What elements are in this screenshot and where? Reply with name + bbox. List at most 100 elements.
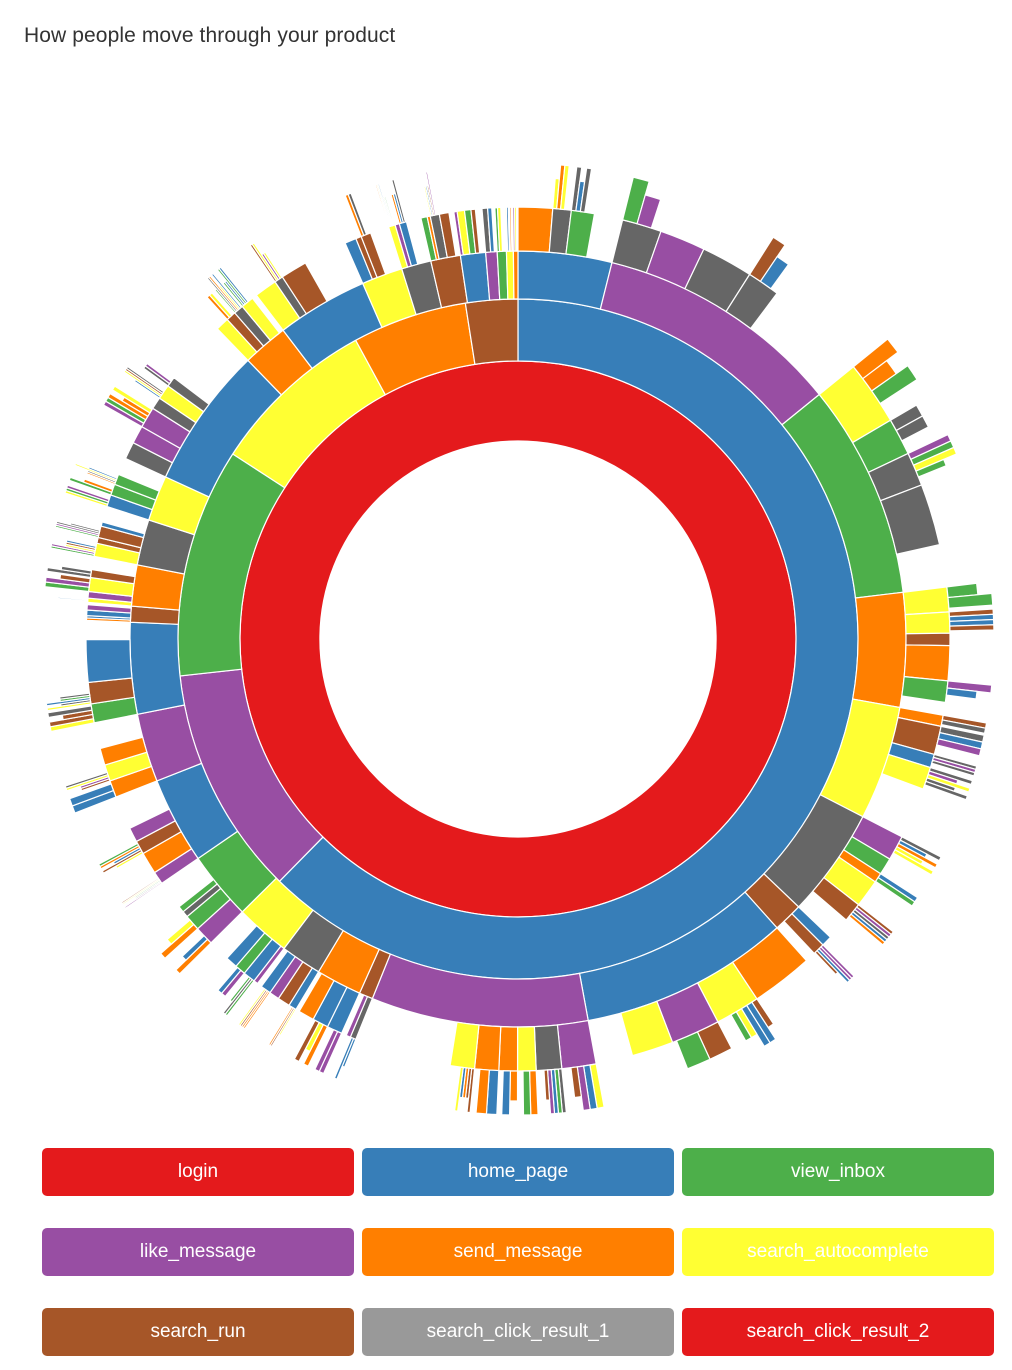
sunburst-arc-level5[interactable] [65,484,110,503]
sunburst-arc-level5[interactable] [570,1066,583,1099]
legend-item-view-inbox[interactable]: view_inbox [682,1148,994,1196]
sunburst-arc-level5[interactable] [237,987,267,1027]
sunburst-arc-level5[interactable] [144,362,173,385]
sunburst-arc-level5[interactable] [59,573,91,584]
sunburst-arc-level5[interactable] [947,592,994,609]
sunburst-arc-level5[interactable] [475,1068,490,1115]
sunburst-arc-level5[interactable] [675,1031,711,1070]
sunburst-arc-level4[interactable] [226,924,266,968]
sunburst-arc-level5[interactable] [125,365,165,395]
sunburst-arc-level4[interactable] [515,206,518,252]
sunburst-arc-level5[interactable] [314,1028,339,1073]
legend-item-send-message[interactable]: send_message [362,1228,674,1276]
sunburst-arc-level5[interactable] [895,415,930,442]
sunburst-arc-level5[interactable] [730,1010,753,1042]
sunburst-arc-level5[interactable] [60,565,93,575]
sunburst-arc-level5[interactable] [181,934,209,962]
sunburst-arc-level4[interactable] [128,808,177,843]
sunburst-arc-level5[interactable] [494,176,498,209]
sunburst-arc-level5[interactable] [509,176,512,208]
sunburst-arc-level3-send-message[interactable] [851,591,907,709]
sunburst-arc-level5[interactable] [82,478,114,493]
sunburst-arc-level5[interactable] [848,913,886,946]
sunburst-arc-level5[interactable] [346,208,361,239]
sunburst-arc-level5[interactable] [58,511,103,525]
legend-item-search-click-result-1[interactable]: search_click_result_1 [362,1308,674,1356]
sunburst-arc-level5[interactable] [47,705,93,719]
sunburst-arc-level5[interactable] [949,624,995,632]
sunburst-arc-level5[interactable] [759,255,790,290]
sunburst-arc-level4[interactable] [620,1000,674,1057]
sunburst-arc-level4[interactable] [99,736,148,766]
sunburst-arc-level5[interactable] [514,176,517,208]
sunburst-arc-level2-search-run[interactable] [464,298,519,366]
sunburst-arc-level4[interactable] [486,207,496,253]
sunburst-arc-level5[interactable] [229,975,252,1003]
sunburst-arc-level5[interactable] [65,539,97,550]
legend-item-like-message[interactable]: like_message [42,1228,354,1276]
sunburst-arc-level4[interactable] [903,644,951,682]
sunburst-arc-level5[interactable] [58,692,91,700]
sunburst-arc-level5[interactable] [293,1019,320,1063]
sunburst-arc-level4[interactable] [901,675,949,704]
sunburst-arc-level4[interactable] [345,994,369,1038]
sunburst-arc-level5[interactable] [74,462,118,483]
sunburst-arc-level5[interactable] [915,458,948,478]
sunburst-arc-level5[interactable] [267,1006,294,1047]
sunburst-arc-level5[interactable] [453,1066,464,1112]
sunburst-arc-level5[interactable] [64,771,109,790]
sunburst-arc-level4[interactable] [178,878,218,913]
sunburst-arc-level5[interactable] [945,687,978,700]
sunburst-arc-level4[interactable] [516,1026,537,1072]
sunburst-arc-level4[interactable] [498,1025,519,1072]
sunburst-arc-level5[interactable] [509,1070,519,1102]
legend-item-login[interactable]: login [42,1148,354,1196]
sunburst-arc-level5[interactable] [940,719,987,735]
sunburst-arc-level1-login[interactable] [239,360,797,918]
sunburst-arc-level5[interactable] [501,1070,511,1116]
sunburst-arc-level5[interactable] [425,171,437,216]
sunburst-arc-level5[interactable] [111,385,153,414]
sunburst-arc-level4[interactable] [902,586,950,616]
sunburst-arc-level5[interactable] [522,1070,532,1116]
sunburst-arc-level4[interactable] [904,611,951,635]
sunburst-arc-level4[interactable] [298,972,335,1021]
sunburst-arc-level4[interactable] [879,484,941,555]
sunburst-arc-level4[interactable] [438,211,457,259]
sunburst-arc-level5[interactable] [41,616,88,620]
sunburst-arc-level5[interactable] [159,911,186,934]
sunburst-arc-level5[interactable] [174,938,212,975]
sunburst-arc-level5[interactable] [218,266,250,304]
sunburst-arc-level5[interactable] [210,272,243,310]
sunburst-arc-level4[interactable] [905,632,951,647]
sunburst-arc-level4[interactable] [281,262,328,315]
sunburst-arc-level4[interactable] [533,1024,563,1072]
legend-item-search-click-result-2[interactable]: search_click_result_2 [682,1308,994,1356]
sunburst-arc-level3-search-autocomplete[interactable] [505,250,515,300]
sunburst-arc-level5[interactable] [814,949,839,976]
sunburst-arc-level4[interactable] [85,639,133,684]
sunburst-arc-level5[interactable] [87,466,118,481]
sunburst-arc-level5[interactable] [559,164,570,211]
sunburst-arc-level4[interactable] [517,206,554,253]
sunburst-arc-level5[interactable] [818,946,853,982]
sunburst-arc-level5[interactable] [97,842,140,868]
sunburst-arc-level5[interactable] [383,195,395,227]
sunburst-arc-level5[interactable] [57,596,89,602]
sunburst-arc-level5[interactable] [636,194,662,229]
sunburst-arc-level4[interactable] [556,1019,597,1070]
sunburst-arc-level4[interactable] [508,206,513,252]
sunburst-arc-level5[interactable] [166,919,195,946]
sunburst-arc-level5[interactable] [923,780,969,801]
sunburst-arc-level5[interactable] [448,167,457,213]
sunburst-arc-level5[interactable] [579,167,593,213]
sunburst-arc-level3-send-message[interactable] [512,250,519,300]
sunburst-arc-level5[interactable] [543,1069,551,1101]
sunburst-arc-level5[interactable] [930,759,976,777]
sunburst-arc-level4[interactable] [565,209,596,258]
legend-item-search-run[interactable]: search_run [42,1308,354,1356]
sunburst-arc-level5[interactable] [333,1036,355,1080]
sunburst-arc-level5[interactable] [816,947,851,984]
sunburst-arc-level5[interactable] [208,292,233,319]
sunburst-arc-level5[interactable] [251,242,280,282]
